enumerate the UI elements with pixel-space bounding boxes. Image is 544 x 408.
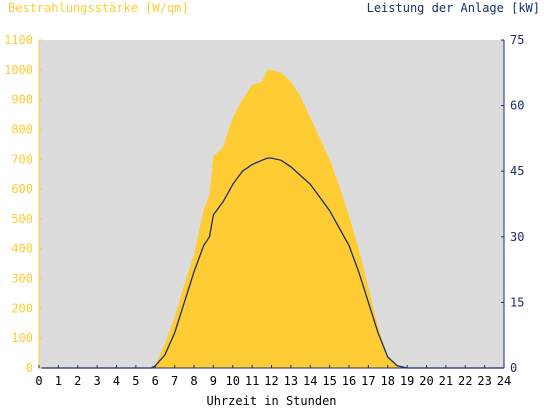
x-axis-tick-label: 2 bbox=[74, 374, 81, 388]
x-axis-tick-label: 24 bbox=[497, 374, 511, 388]
x-axis-label: Uhrzeit in Stunden bbox=[206, 394, 336, 408]
x-axis-tick-label: 9 bbox=[210, 374, 217, 388]
left-axis-tick-label: 700 bbox=[11, 152, 33, 166]
left-axis-tick-label: 0 bbox=[26, 361, 33, 375]
left-axis-tick-label: 400 bbox=[11, 242, 33, 256]
x-axis-tick-label: 16 bbox=[342, 374, 356, 388]
left-axis-tick-label: 600 bbox=[11, 182, 33, 196]
right-axis-title: Leistung der Anlage [kW] bbox=[366, 1, 540, 15]
x-axis-tick-label: 1 bbox=[55, 374, 62, 388]
irradiance-area bbox=[151, 69, 411, 369]
right-axis-tick-label: 30 bbox=[510, 230, 524, 244]
x-axis-tick-label: 3 bbox=[94, 374, 101, 388]
power-line bbox=[39, 157, 504, 369]
left-axis-tick-label: 1000 bbox=[4, 63, 33, 77]
x-axis-tick-label: 14 bbox=[303, 374, 317, 388]
x-axis-tick-label: 13 bbox=[284, 374, 298, 388]
x-axis-tick-label: 17 bbox=[361, 374, 375, 388]
left-axis-tick-label: 100 bbox=[11, 331, 33, 345]
right-axis-tick-label: 75 bbox=[510, 33, 524, 47]
x-axis-tick-label: 20 bbox=[419, 374, 433, 388]
x-axis-tick-label: 12 bbox=[264, 374, 278, 388]
x-axis-tick-label: 5 bbox=[132, 374, 139, 388]
right-axis-tick-label: 15 bbox=[510, 295, 524, 309]
x-axis-tick-label: 6 bbox=[152, 374, 159, 388]
left-axis-tick-label: 1100 bbox=[4, 33, 33, 47]
x-axis-tick-label: 15 bbox=[322, 374, 336, 388]
x-axis-tick-label: 22 bbox=[458, 374, 472, 388]
x-axis-tick-label: 21 bbox=[439, 374, 453, 388]
x-axis-tick-label: 11 bbox=[245, 374, 259, 388]
left-axis-tick-label: 900 bbox=[11, 93, 33, 107]
x-axis-tick-label: 10 bbox=[226, 374, 240, 388]
x-axis-tick-label: 18 bbox=[381, 374, 395, 388]
right-axis-tick-label: 60 bbox=[510, 99, 524, 113]
left-axis-tick-label: 200 bbox=[11, 301, 33, 315]
x-axis-tick-label: 8 bbox=[190, 374, 197, 388]
right-axis-tick-label: 45 bbox=[510, 164, 524, 178]
x-axis-tick-label: 23 bbox=[477, 374, 491, 388]
left-axis-tick-label: 300 bbox=[11, 272, 33, 286]
x-axis-tick-label: 19 bbox=[400, 374, 414, 388]
left-axis-title: Bestrahlungsstärke [W/qm] bbox=[8, 1, 189, 15]
x-axis-tick-label: 0 bbox=[35, 374, 42, 388]
x-axis-tick-label: 4 bbox=[113, 374, 120, 388]
left-axis-tick-label: 800 bbox=[11, 122, 33, 136]
left-axis-tick-label: 500 bbox=[11, 212, 33, 226]
x-axis-tick-label: 7 bbox=[171, 374, 178, 388]
right-axis-tick-label: 0 bbox=[510, 361, 517, 375]
